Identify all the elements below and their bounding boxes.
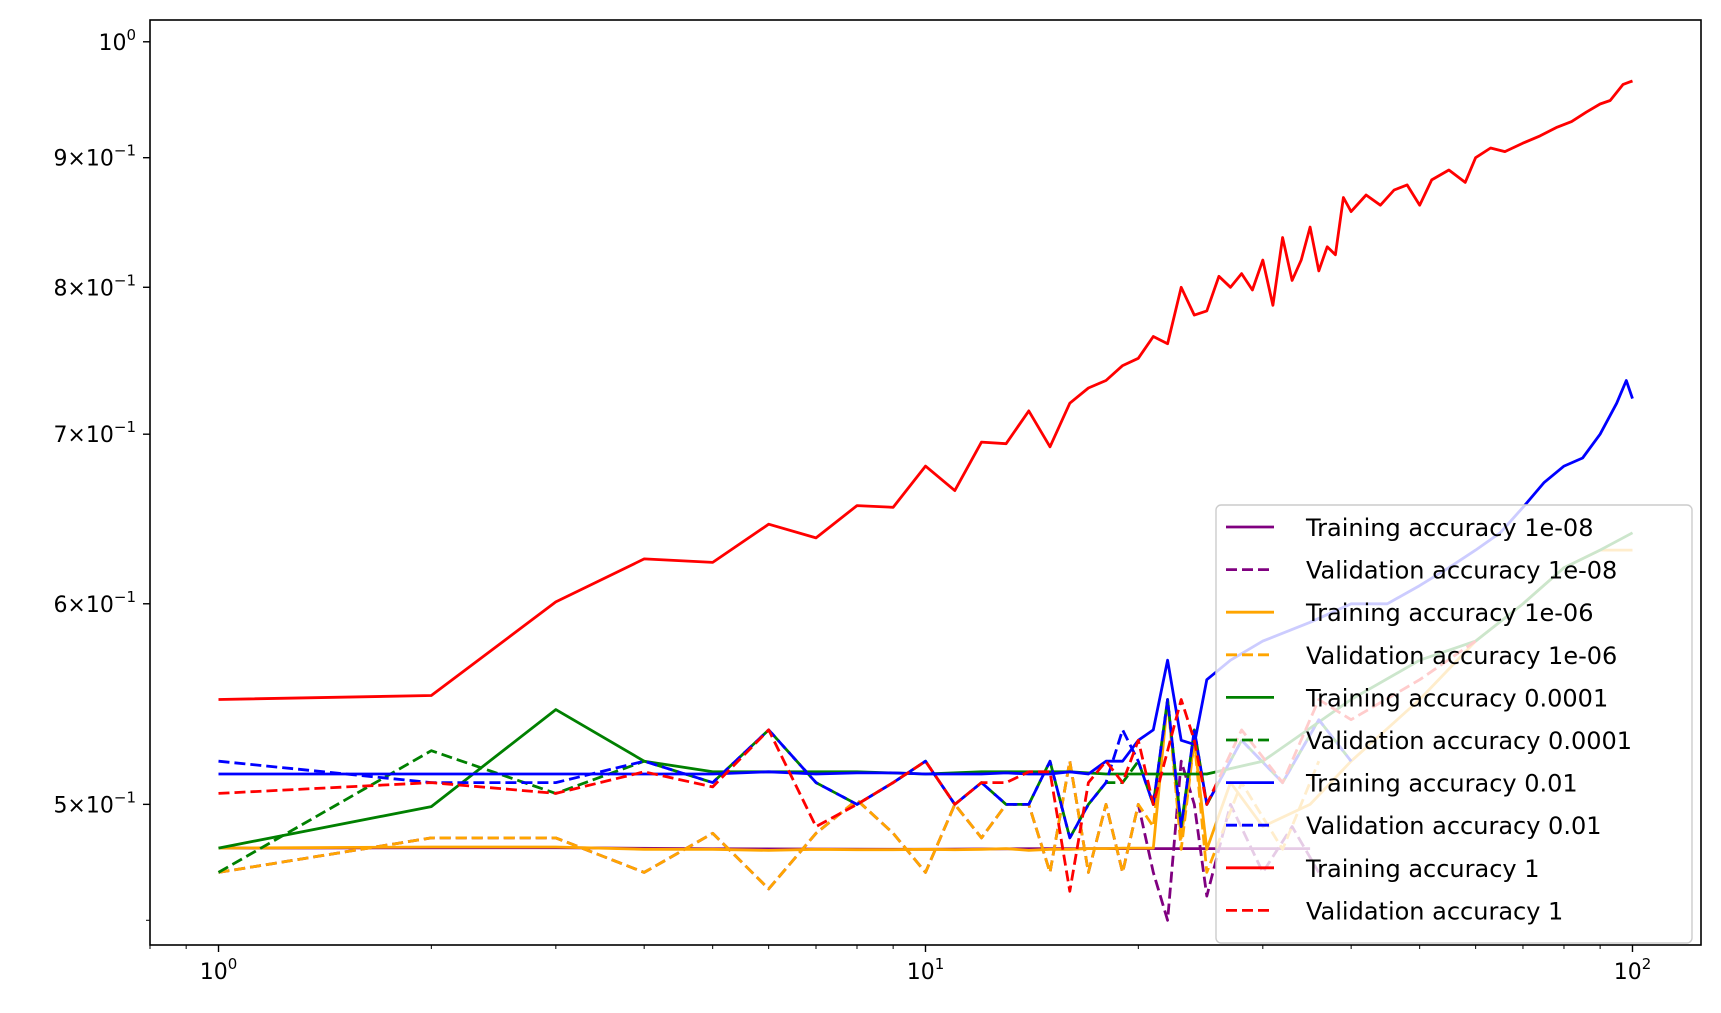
legend: Training accuracy 1e-08 Validation accura… (1215, 504, 1693, 944)
legend-label-0: Training accuracy 1e-08 (1305, 514, 1593, 542)
series-line-6 (218, 379, 1634, 776)
legend-label-3: Validation accuracy 1e-06 (1306, 642, 1617, 670)
legend-label-5: Validation accuracy 0.0001 (1306, 727, 1632, 755)
legend-label-8: Training accuracy 1 (1305, 855, 1540, 883)
y-tick-label-1: 9×10−1 (53, 142, 136, 172)
legend-label-1: Validation accuracy 1e-08 (1306, 557, 1617, 585)
legend-label-9: Validation accuracy 1 (1306, 897, 1563, 925)
y-axis: 100 9×10−1 8×10−1 7×10−1 6×10−1 5×10−1 (53, 26, 150, 921)
x-tick-label-2: 102 (1614, 955, 1652, 985)
y-tick-label-0: 100 (98, 26, 136, 56)
legend-label-6: Training accuracy 0.01 (1305, 770, 1578, 798)
x-tick-label-0: 100 (200, 955, 238, 985)
y-tick-label-2: 8×10−1 (53, 271, 136, 301)
legend-box (1215, 504, 1693, 944)
series-line-3 (218, 698, 1321, 891)
y-tick-label-5: 5×10−1 (53, 788, 136, 818)
y-tick-label-3: 7×10−1 (53, 418, 136, 448)
series-line-8 (218, 79, 1633, 701)
legend-label-7: Validation accuracy 0.01 (1306, 812, 1602, 840)
x-tick-label-1: 101 (907, 955, 945, 985)
x-axis: 100 101 102 (149, 945, 1652, 985)
legend-label-2: Training accuracy 1e-06 (1305, 599, 1593, 627)
y-tick-label-4: 6×10−1 (53, 588, 136, 618)
legend-label-4: Training accuracy 0.0001 (1305, 684, 1608, 712)
